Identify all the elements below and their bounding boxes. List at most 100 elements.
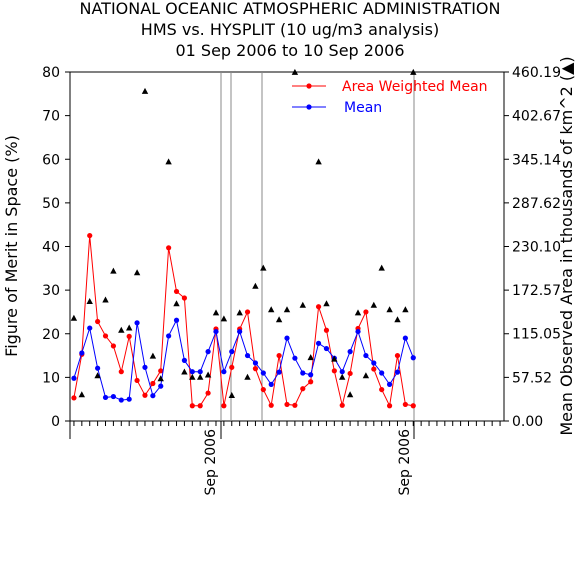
mean-point bbox=[292, 355, 298, 361]
date-marker-lines bbox=[220, 72, 415, 421]
observed-area-point bbox=[402, 306, 409, 313]
area-weighted-mean-point bbox=[87, 232, 93, 239]
area-weighted-mean-point bbox=[323, 327, 330, 333]
area-weighted-mean-point bbox=[205, 390, 211, 396]
y-right-tick-label: 0.00 bbox=[512, 414, 543, 430]
area-weighted-mean-point bbox=[268, 402, 274, 408]
observed-area-point bbox=[394, 316, 401, 323]
area-weighted-mean-point bbox=[339, 402, 345, 408]
observed-area-point bbox=[307, 354, 314, 361]
area-weighted-mean-point bbox=[402, 401, 408, 408]
right-axis: 0.00 57.52 115.05 172.57 230.10 287.62 345.14 4… bbox=[504, 65, 561, 430]
y-right-tick-label: 402.67 bbox=[512, 109, 561, 125]
y-axis-right-label: Mean Observed Area in thousands of km^2 … bbox=[557, 56, 576, 435]
area-weighted-mean-point bbox=[197, 403, 203, 409]
y-left-tick-label: 50 bbox=[42, 196, 60, 212]
area-weighted-mean-point bbox=[260, 386, 266, 393]
y-right-tick-label: 345.14 bbox=[512, 152, 561, 168]
mean-point bbox=[284, 335, 290, 341]
y-left-tick-label: 20 bbox=[42, 327, 60, 343]
area-weighted-mean-point bbox=[95, 318, 101, 325]
mean-point bbox=[189, 369, 195, 375]
mean-point bbox=[173, 317, 180, 323]
area-weighted-mean-point bbox=[173, 288, 180, 295]
observed-area-point bbox=[173, 300, 180, 307]
x-axis: Sep 2006 Sep 2006 bbox=[69, 421, 501, 496]
area-weighted-mean-point bbox=[331, 368, 337, 374]
area-weighted-mean-point bbox=[315, 304, 322, 310]
observed-area-point bbox=[362, 372, 370, 379]
mean-point bbox=[323, 345, 330, 352]
observed-area-point bbox=[102, 296, 109, 303]
observed-area-point bbox=[118, 326, 125, 333]
observed-area-point bbox=[204, 371, 212, 378]
area-weighted-mean-point bbox=[410, 403, 416, 409]
area-weighted-mean-point bbox=[229, 364, 235, 370]
y-right-tick-label: 460.19 bbox=[512, 65, 561, 81]
observed-area-point bbox=[323, 300, 330, 307]
observed-area-point bbox=[133, 269, 141, 276]
mean-point bbox=[102, 394, 109, 401]
observed-area-point bbox=[315, 158, 322, 165]
mean-point bbox=[110, 393, 116, 400]
mean-point bbox=[371, 360, 377, 366]
y-right-tick-label: 230.10 bbox=[512, 239, 561, 255]
area-weighted-mean-point bbox=[292, 402, 298, 408]
mean-point bbox=[308, 372, 314, 378]
mean-point bbox=[386, 381, 393, 387]
mean-point bbox=[315, 340, 322, 346]
mean-point bbox=[402, 335, 408, 341]
observed-area-point bbox=[339, 373, 346, 380]
y-left-tick-label: 10 bbox=[42, 370, 60, 386]
observed-area-point bbox=[283, 306, 291, 313]
x-tick-label: Sep 2006 bbox=[203, 429, 219, 496]
y-right-tick-label: 57.52 bbox=[512, 370, 552, 386]
area-weighted-mean-point bbox=[363, 309, 369, 315]
mean-point bbox=[363, 352, 369, 359]
y-axis-left-label: Figure of Merit in Space (%) bbox=[2, 135, 21, 357]
observed-area-point bbox=[386, 306, 393, 313]
y-left-tick-label: 60 bbox=[42, 152, 60, 168]
observed-area-point bbox=[370, 301, 377, 308]
chart-title-line-1: NATIONAL OCEANIC ATMOSPHERIC ADMINISTRAT… bbox=[80, 0, 501, 18]
observed-area-point bbox=[354, 309, 362, 316]
mean-point bbox=[197, 369, 203, 375]
legend-mean-marker bbox=[306, 104, 312, 110]
y-left-tick-label: 80 bbox=[42, 65, 60, 81]
observed-area-point bbox=[126, 324, 133, 331]
observed-area-point bbox=[78, 391, 85, 398]
area-weighted-mean-point bbox=[126, 333, 132, 339]
observed-area-point bbox=[141, 87, 149, 94]
mean-point bbox=[71, 375, 77, 381]
mean-point bbox=[213, 328, 219, 335]
y-right-tick-label: 115.05 bbox=[512, 327, 561, 343]
y-right-tick-label: 172.57 bbox=[512, 283, 561, 299]
observed-area-point bbox=[165, 158, 172, 165]
mean-point bbox=[355, 328, 361, 335]
mean-point bbox=[347, 349, 353, 355]
area-weighted-mean-point bbox=[252, 366, 259, 372]
area-weighted-mean-point bbox=[244, 309, 251, 315]
mean-point bbox=[410, 355, 416, 361]
area-weighted-mean-point bbox=[118, 369, 124, 375]
area-weighted-mean-line bbox=[73, 235, 414, 408]
y-left-tick-label: 40 bbox=[42, 240, 60, 256]
area-weighted-mean-point bbox=[142, 392, 148, 398]
y-right-tick-label: 287.62 bbox=[512, 196, 561, 212]
mean-point bbox=[394, 369, 401, 375]
mean-point bbox=[150, 393, 156, 399]
y-left-tick-label: 0 bbox=[51, 414, 60, 430]
area-weighted-mean-point bbox=[150, 380, 156, 387]
mean-point bbox=[118, 397, 124, 403]
observed-area-point bbox=[157, 375, 164, 382]
observed-area-point bbox=[291, 68, 299, 75]
area-weighted-mean-point bbox=[221, 403, 227, 409]
area-weighted-mean-point bbox=[276, 352, 282, 359]
mean-point bbox=[221, 369, 227, 375]
legend-area-weighted-mean-label: Area Weighted Mean bbox=[342, 79, 488, 95]
observed-area-point bbox=[331, 355, 338, 362]
area-weighted-mean-point bbox=[371, 366, 377, 372]
observed-area-point bbox=[181, 368, 188, 375]
observed-area-point bbox=[228, 392, 235, 398]
chart-title-line-2: HMS vs. HYSPLIT (10 ug/m3 analysis) bbox=[141, 20, 439, 39]
